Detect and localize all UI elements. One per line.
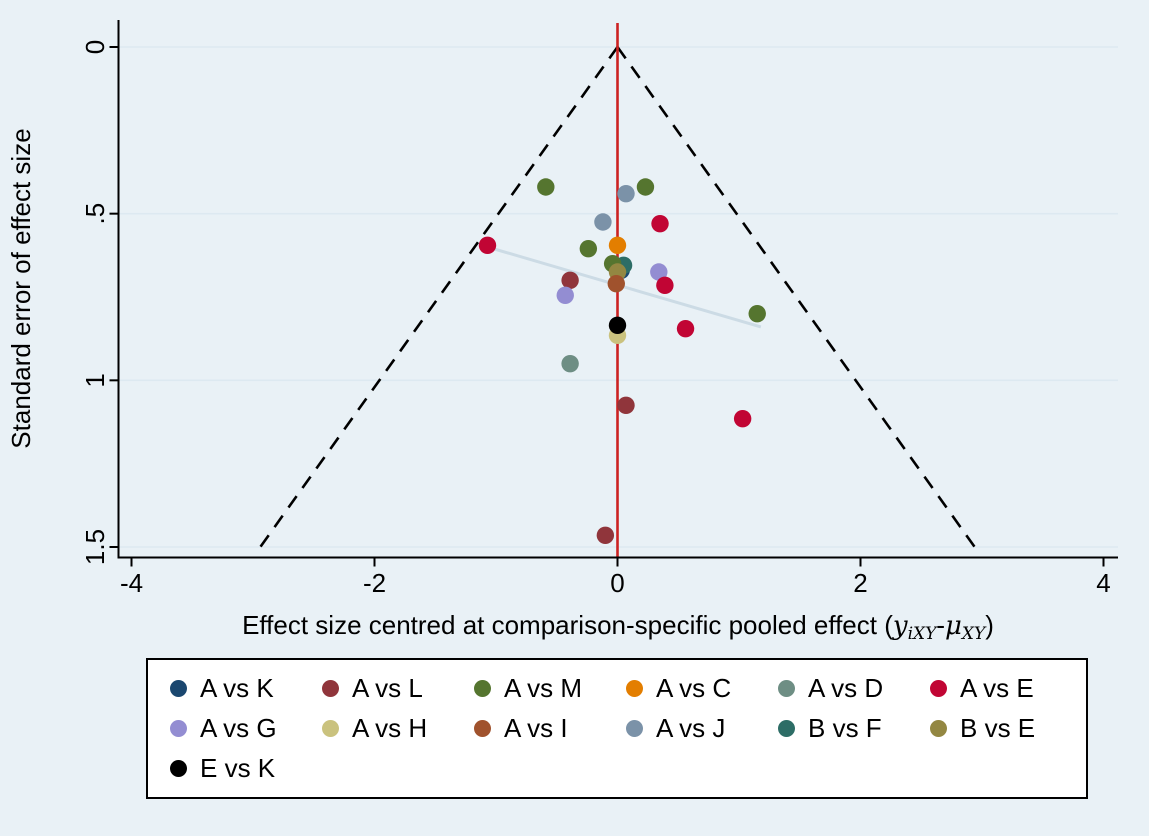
data-point (579, 239, 598, 258)
data-point (478, 236, 497, 255)
data-point (594, 213, 612, 231)
x-tick-label: 0 (610, 568, 624, 598)
data-point (556, 286, 574, 305)
x-axis-math-musub: XY (961, 624, 986, 644)
legend-marker-icon (170, 680, 187, 697)
funnel-line-left (259, 46, 619, 548)
legend-label: A vs I (504, 713, 568, 743)
legend-marker-icon (778, 720, 795, 737)
data-point (608, 316, 627, 335)
legend-label: A vs H (352, 713, 428, 743)
data-point (676, 319, 695, 338)
x-axis-title-text: Effect size centred at comparison-specif… (242, 610, 893, 640)
y-tick-label: .5 (80, 203, 110, 225)
legend-label: B vs F (808, 713, 882, 743)
y-tick-label: 0 (80, 40, 110, 54)
legend-label: A vs K (200, 673, 274, 703)
funnel-line-right (616, 46, 976, 548)
legend-label: E vs K (200, 753, 276, 783)
data-point (651, 214, 669, 233)
legend-marker-icon (170, 760, 187, 777)
y-axis-title: Standard error of effect size (6, 128, 36, 449)
legend-marker-icon (474, 680, 491, 697)
legend-marker-icon (930, 680, 947, 697)
x-axis-math-minus: - (936, 610, 946, 640)
x-tick-label: -2 (363, 568, 386, 598)
legend-item: A vs C (626, 673, 772, 704)
data-point (733, 409, 752, 428)
x-tick-label: 4 (1096, 568, 1110, 598)
legend-item: A vs K (170, 673, 316, 704)
legend-item: A vs I (474, 713, 620, 744)
legend-item: A vs H (322, 713, 468, 744)
data-point (636, 178, 655, 196)
legend-marker-icon (626, 680, 643, 697)
legend-marker-icon (170, 720, 187, 737)
legend-label: A vs G (200, 713, 277, 743)
data-point (656, 276, 674, 295)
legend-marker-icon (322, 720, 339, 737)
legend-item: B vs F (778, 713, 924, 744)
data-point (537, 178, 555, 196)
data-point (617, 396, 635, 415)
legend-item: A vs G (170, 713, 316, 744)
x-axis-title: Effect size centred at comparison-specif… (118, 610, 1118, 644)
data-point (561, 354, 579, 373)
data-point (561, 271, 579, 290)
legend-marker-icon (778, 680, 795, 697)
legend-label: A vs D (808, 673, 884, 703)
legend-label: A vs J (656, 713, 726, 743)
data-point (650, 263, 668, 281)
legend-marker-icon (474, 720, 491, 737)
legend-label: A vs C (656, 673, 732, 703)
legend-item: A vs E (930, 673, 1076, 704)
x-axis-title-close: ) (985, 610, 994, 640)
x-tick-label: 2 (853, 568, 867, 598)
legend-item: B vs E (930, 713, 1076, 744)
data-point (617, 184, 635, 203)
legend-marker-icon (626, 720, 643, 737)
data-point (748, 304, 766, 323)
y-tick-label: 1 (80, 373, 110, 387)
legend-label: A vs L (352, 673, 423, 703)
data-point (607, 274, 625, 293)
x-axis-math-mu: μ (945, 611, 962, 641)
legend: A vs K A vs L A vs M A vs C A vs D A vs E A vs… (146, 658, 1088, 799)
legend-label: B vs E (960, 713, 1036, 743)
legend-marker-icon (930, 720, 947, 737)
legend-item: A vs J (626, 713, 772, 744)
plot-area: 0 .5 1 1.5 -4 -2 0 2 4 (80, 20, 1118, 598)
legend-item: A vs D (778, 673, 924, 704)
legend-item: A vs M (474, 673, 620, 704)
legend-label: A vs M (504, 673, 583, 703)
y-tick-label: 1.5 (80, 529, 110, 565)
data-point (608, 236, 627, 255)
legend-label: A vs E (960, 673, 1034, 703)
legend-item: E vs K (170, 753, 316, 784)
x-axis-math-ysub: iXY (907, 624, 937, 644)
data-point (596, 526, 615, 545)
x-axis-math-y: y (892, 611, 908, 641)
x-tick-label: -4 (120, 568, 143, 598)
legend-item: A vs L (322, 673, 468, 704)
legend-marker-icon (322, 680, 339, 697)
